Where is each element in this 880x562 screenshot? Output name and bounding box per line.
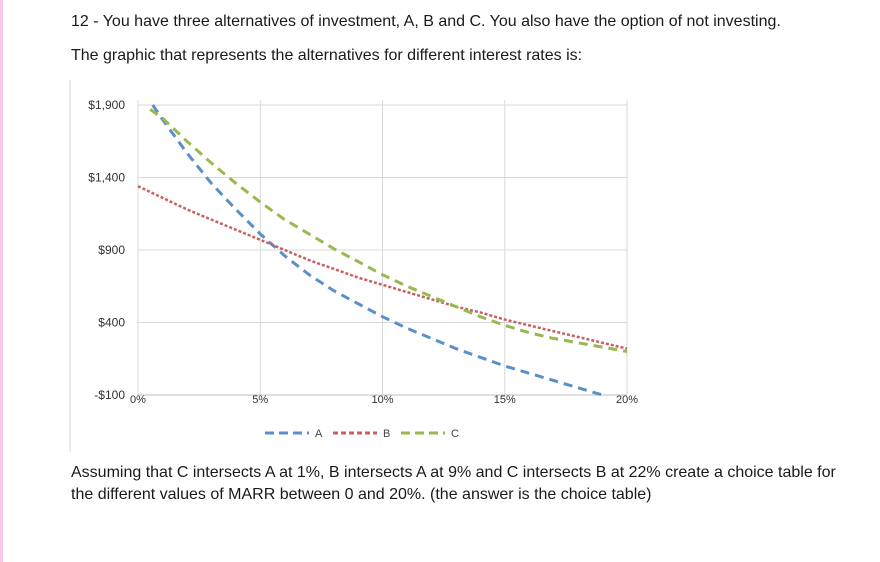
question-line-1: 12 - You have three alternatives of inve… — [71, 13, 781, 30]
y-tick-label: $1,900 — [88, 98, 125, 112]
legend-label-a: A — [315, 428, 323, 440]
series-line-a — [151, 104, 603, 397]
chart-grid — [137, 100, 628, 396]
series-line-c — [149, 108, 628, 353]
legend-label-c: C — [451, 428, 459, 440]
y-tick-label: $1,400 — [88, 171, 125, 185]
x-tick-label: 5% — [252, 394, 268, 406]
left-margin-rule — [0, 0, 3, 562]
y-axis-ticks: $1,900 $1,400 $900 $400 -$100 — [88, 98, 125, 402]
y-tick-label: -$100 — [94, 388, 125, 402]
assumption-text: Assuming that C intersects A at 1%, B in… — [71, 464, 836, 503]
y-tick-label: $900 — [98, 243, 125, 257]
series-line-b — [137, 185, 628, 350]
npv-line-chart: $1,900$1,400$900$400-$100 0% 5% 10% 15% 20% … — [69, 80, 638, 452]
y-tick-label: $400 — [98, 316, 125, 330]
x-tick-label: 10% — [371, 394, 393, 406]
chart-series — [137, 104, 628, 397]
chart-legend: A B C — [265, 428, 459, 440]
x-axis-ticks: 0% 5% 10% 15% 20% — [130, 394, 638, 406]
chart-container: $1,900 $1,400 $900 $400 -$100 0% 5% 10% 15% 20% … — [69, 80, 650, 452]
x-tick-label: 0% — [130, 394, 146, 406]
x-tick-label: 15% — [494, 394, 516, 406]
legend-label-b: B — [383, 428, 390, 440]
x-tick-label: 20% — [616, 394, 638, 406]
question-line-2: The graphic that represents the alternat… — [71, 47, 583, 64]
